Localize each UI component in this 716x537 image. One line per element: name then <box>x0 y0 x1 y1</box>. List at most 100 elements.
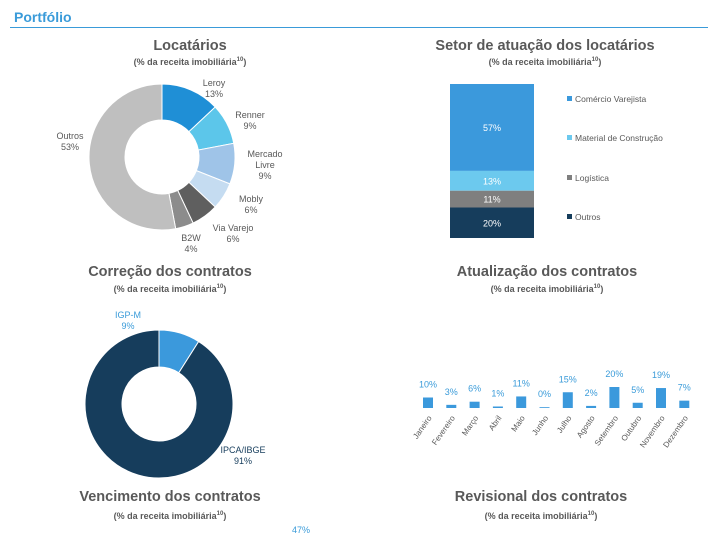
bar <box>609 387 620 408</box>
legend-label: Material de Construção <box>575 133 663 143</box>
slice-value-label: 9% <box>121 321 134 331</box>
bar-segment-label: 20% <box>483 218 501 228</box>
legend-swatch <box>567 214 572 219</box>
bar-segment <box>450 190 534 208</box>
slice-value-label: 9% <box>243 121 256 131</box>
bar <box>679 400 690 408</box>
x-tick-label: Agosto <box>575 414 597 440</box>
slice-label: IPCA/IBGE <box>220 445 265 455</box>
bar-value-label: 7% <box>678 383 691 393</box>
slice-value-label: 6% <box>226 234 239 244</box>
chart-title: Locatários <box>153 38 227 54</box>
slice-label: Outros <box>56 131 84 141</box>
vencimento-value-label: 47% <box>292 525 311 535</box>
x-tick-label: Outubro <box>619 414 643 443</box>
bar-value-label: 2% <box>585 388 598 398</box>
bar-value-label: 6% <box>468 384 481 394</box>
x-tick-label: Janeiro <box>411 414 434 441</box>
bar-segment <box>450 170 534 191</box>
chart-title: Setor de atuação dos locatários <box>435 38 655 54</box>
subtitle-footnote: 10 <box>236 57 244 63</box>
bar-value-label: 11% <box>513 378 530 388</box>
bar-segment <box>450 84 534 171</box>
subtitle-text: (% da receita imobiliária <box>133 57 237 67</box>
chart-title: Atualização dos contratos <box>456 264 638 280</box>
header-rule <box>10 27 708 28</box>
panel-atualizacao: Atualização dos contratos (% da receita … <box>392 262 702 302</box>
pie-slice-ipca-ibge <box>84 329 234 479</box>
slice-value-label: 6% <box>244 205 257 215</box>
x-tick-label: Fevereiro <box>430 414 457 447</box>
bar-segment-label: 11% <box>483 195 500 205</box>
subtitle-text: (% da receita imobiliária <box>488 57 592 67</box>
subtitle-footnote: 10 <box>593 284 601 290</box>
bar-value-label: 1% <box>491 389 504 399</box>
x-tick-label: Junho <box>530 414 550 437</box>
subtitle-footnote: 10 <box>587 511 595 517</box>
slice-label: IGP-M <box>115 310 141 320</box>
slice-value-label: 91% <box>234 456 252 466</box>
chart-subtitle: (% da receita imobiliária10) <box>133 57 247 67</box>
x-tick-label: Maio <box>510 414 528 434</box>
bar <box>446 404 457 408</box>
chart-subtitle: (% da receita imobiliária10) <box>488 57 602 67</box>
chart-title: Revisional dos contratos <box>454 489 628 505</box>
slice-value-label: 53% <box>61 142 79 152</box>
legend-swatch <box>567 175 572 180</box>
panel-locatarios: Locatários (% da receita imobiliária10) <box>40 36 340 261</box>
subtitle-footnote: 10 <box>591 57 599 63</box>
panel-correcao: Correção dos contratos (% da receita imo… <box>20 262 320 302</box>
panel-setor: Setor de atuação dos locatários (% da re… <box>380 36 710 76</box>
subtitle-text: (% da receita imobiliária <box>113 284 217 294</box>
x-tick-label: Julho <box>555 414 574 435</box>
slice-value-label: 9% <box>258 171 271 181</box>
subtitle-text: (% da receita imobiliária <box>484 511 588 521</box>
legend-label: Outros <box>575 212 601 222</box>
legend-label: Logística <box>575 173 609 183</box>
bar-value-label: 10% <box>419 380 437 390</box>
chart-subtitle: (% da receita imobiliária10) <box>490 284 604 294</box>
legend-swatch <box>567 96 572 101</box>
header-bar: Portfólio <box>0 0 716 30</box>
bar <box>632 402 643 408</box>
chart-subtitle: (% da receita imobiliária10) <box>113 284 227 294</box>
subtitle-footnote: 10 <box>216 284 224 290</box>
x-tick-label: Abril <box>487 414 504 432</box>
bar <box>586 405 597 408</box>
chart-title: Vencimento dos contratos <box>79 489 261 505</box>
chart-subtitle: (% da receita imobiliária10) <box>113 511 227 521</box>
slice-value-label: 13% <box>205 89 223 99</box>
bar-value-label: 5% <box>631 385 644 395</box>
bar-segment <box>450 207 534 238</box>
page-title: Portfólio <box>14 9 72 25</box>
slice-label: Livre <box>255 160 275 170</box>
bar <box>516 396 527 408</box>
slice-label: Renner <box>235 110 265 120</box>
bar <box>469 401 480 408</box>
bar-value-label: 19% <box>652 370 670 380</box>
bar <box>539 407 550 408</box>
pie-slice-outros <box>88 83 177 231</box>
slice-value-label: 4% <box>184 244 197 254</box>
x-tick-label: Março <box>460 414 480 438</box>
subtitle-footnote: 10 <box>216 511 224 517</box>
subtitle-text: (% da receita imobiliária <box>490 284 594 294</box>
bar-value-label: 20% <box>605 369 623 379</box>
chart-title: Correção dos contratos <box>88 264 252 280</box>
bar-value-label: 0% <box>538 389 551 399</box>
legend-swatch <box>567 135 572 140</box>
bar <box>562 392 573 408</box>
x-tick-label: Setembro <box>593 414 621 448</box>
slice-label: Leroy <box>203 78 226 88</box>
bar <box>423 397 433 408</box>
bar-value-label: 15% <box>559 374 577 384</box>
bar-segment-label: 13% <box>483 176 501 186</box>
subtitle-text: (% da receita imobiliária <box>113 511 217 521</box>
panel-vencimento: Vencimento dos contratos (% da receita i… <box>20 487 320 537</box>
slice-label: Mobly <box>239 194 264 204</box>
bar <box>492 406 503 408</box>
